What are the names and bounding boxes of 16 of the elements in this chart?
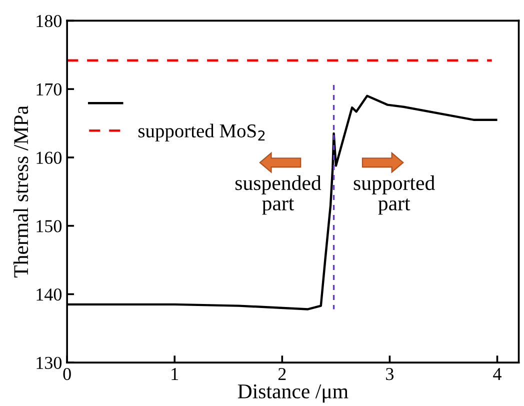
annotation: suspended part xyxy=(235,175,322,215)
y-tick-label: 160 xyxy=(36,152,62,164)
y-tick-label: 150 xyxy=(36,220,62,232)
y-axis-title: Thermal stress /MPa xyxy=(13,106,28,278)
x-tick-label: 1 xyxy=(172,368,178,380)
annotation: supported part xyxy=(354,175,435,215)
y-tick-label: 130 xyxy=(36,356,62,369)
x-tick-label: 3 xyxy=(386,368,394,380)
legend-label: supported MoS$_{2}$ xyxy=(138,124,265,142)
x-tick-label: 4 xyxy=(493,368,502,380)
y-tick-label: 140 xyxy=(36,288,62,301)
x-tick-label: 2 xyxy=(278,368,286,380)
y-tick-label: 180 xyxy=(36,14,62,28)
x-tick-label: 0 xyxy=(63,368,71,380)
x-axis-title: Distance /μm xyxy=(238,384,348,403)
y-tick-label: 170 xyxy=(36,83,62,96)
